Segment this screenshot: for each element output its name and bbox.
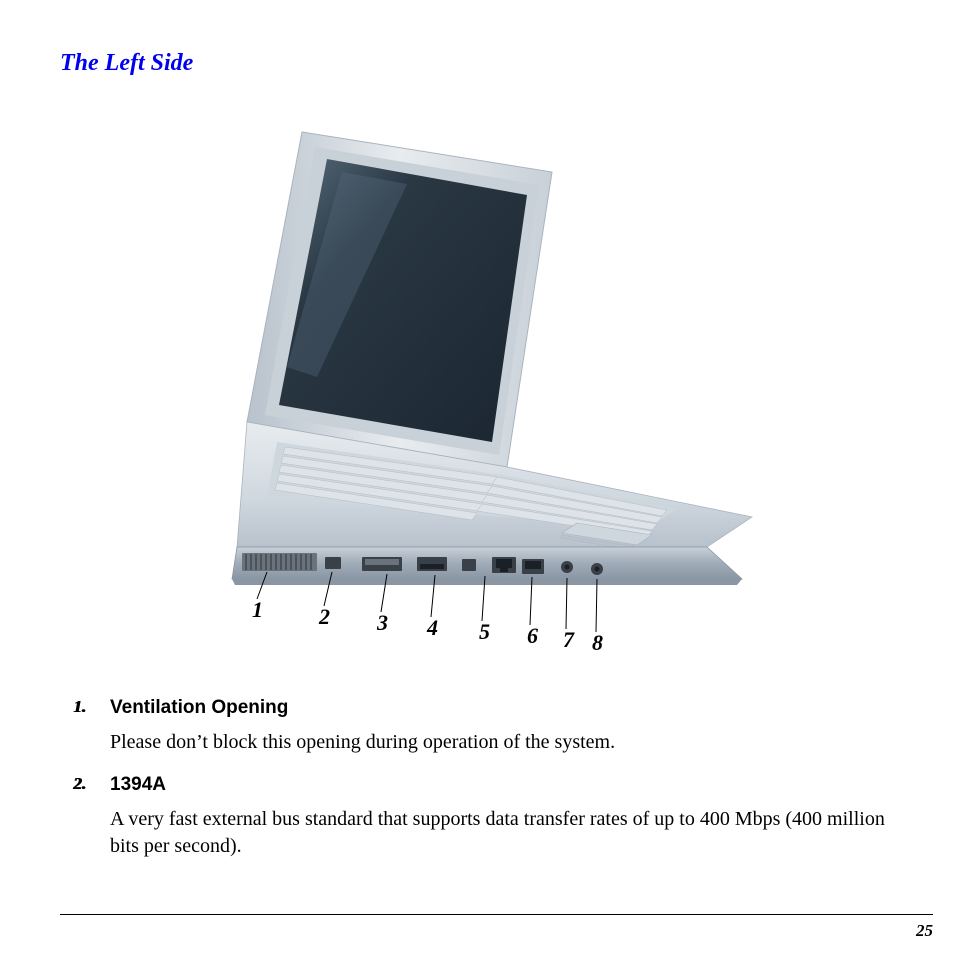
footer-rule	[60, 914, 933, 915]
port-6b	[522, 559, 544, 574]
port-6	[492, 557, 516, 573]
list-title: 1394A	[110, 774, 903, 796]
list-body: Please don’t block this opening during o…	[110, 729, 903, 756]
callout-5: 5	[479, 619, 490, 644]
page-number: 25	[60, 921, 933, 941]
laptop-figure: 1 2 3 4 5 6 7 8	[207, 117, 757, 657]
callout-numbers: 1 2 3 4 5 6 7 8	[252, 597, 603, 655]
laptop-illustration: 1 2 3 4 5 6 7 8	[207, 117, 757, 657]
callout-2: 2	[318, 604, 330, 629]
callout-7: 7	[563, 627, 575, 652]
port-5	[462, 559, 476, 571]
list-body: A very fast external bus standard that s…	[110, 806, 903, 860]
callout-8: 8	[592, 630, 603, 655]
item-list: 1. Ventilation Opening Please don’t bloc…	[60, 697, 903, 860]
port-1394a	[325, 557, 341, 569]
callout-4: 4	[426, 615, 438, 640]
section-heading: The Left Side	[60, 50, 903, 77]
callout-1: 1	[252, 597, 263, 622]
callout-3: 3	[376, 610, 388, 635]
callout-6: 6	[527, 623, 538, 648]
list-title: Ventilation Opening	[110, 697, 903, 719]
list-item-2: 2. 1394A A very fast external bus standa…	[60, 774, 903, 860]
list-item-1: 1. Ventilation Opening Please don’t bloc…	[60, 697, 903, 756]
list-number: 1.	[73, 697, 86, 717]
vent-grille	[242, 553, 317, 571]
page-footer: 25	[60, 914, 933, 941]
list-number: 2.	[73, 774, 86, 794]
